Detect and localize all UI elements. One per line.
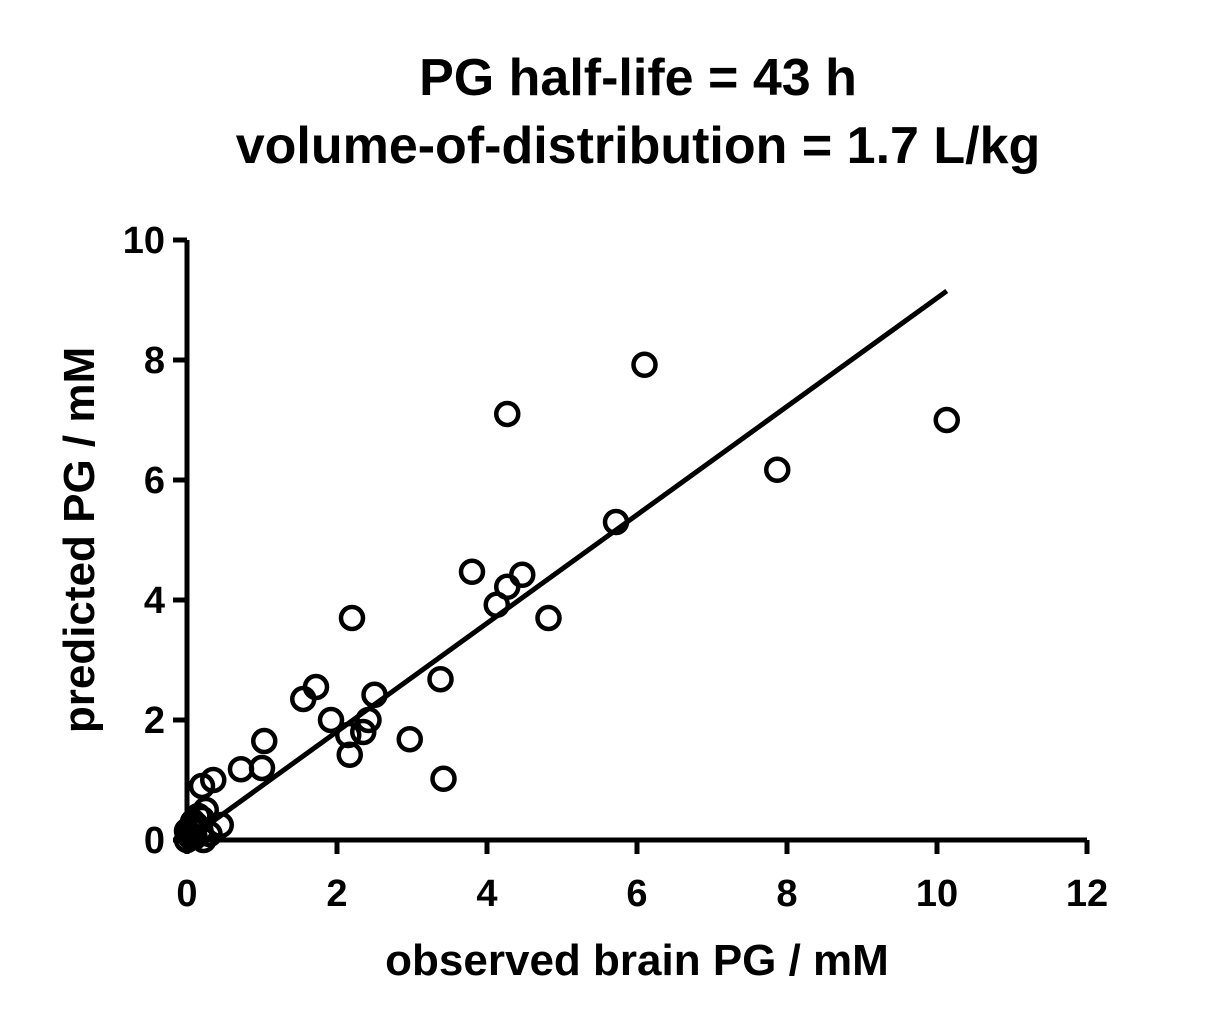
data-point bbox=[361, 681, 388, 709]
data-point bbox=[494, 573, 521, 601]
data-point bbox=[355, 706, 382, 734]
data-point bbox=[200, 766, 227, 794]
y-tick-label: 4 bbox=[144, 580, 165, 622]
data-point bbox=[317, 706, 345, 734]
x-tick-label: 12 bbox=[1066, 873, 1108, 915]
chart-title-line-2: volume-of-distribution = 1.7 L/kg bbox=[235, 117, 1041, 175]
x-tick-label: 2 bbox=[326, 873, 347, 915]
data-point bbox=[173, 817, 201, 845]
fit-line-group bbox=[185, 288, 949, 843]
data-point bbox=[207, 811, 234, 839]
y-tick-label: 0 bbox=[144, 820, 165, 862]
data-point bbox=[396, 725, 423, 753]
data-point bbox=[248, 754, 276, 782]
data-point bbox=[350, 718, 377, 746]
y-axis-label: predicted PG / mM bbox=[55, 347, 104, 733]
data-point bbox=[192, 796, 219, 824]
data-point bbox=[227, 755, 255, 783]
x-tick-label: 6 bbox=[626, 873, 647, 915]
data-point bbox=[631, 351, 658, 379]
data-point bbox=[458, 558, 486, 586]
fit-line bbox=[185, 288, 949, 843]
data-point bbox=[764, 456, 791, 484]
y-tick-label: 10 bbox=[123, 220, 165, 262]
y-tick-label: 2 bbox=[144, 700, 165, 742]
x-axis-label: observed brain PG / mM bbox=[385, 936, 889, 985]
data-point bbox=[302, 673, 330, 701]
data-point bbox=[251, 727, 278, 755]
x-tick-label: 8 bbox=[776, 873, 797, 915]
data-point bbox=[338, 604, 366, 632]
data-point bbox=[494, 400, 521, 428]
data-point bbox=[535, 604, 562, 632]
data-point bbox=[430, 765, 457, 793]
chart-title-line-1: PG half-life = 43 h bbox=[419, 49, 857, 107]
data-point bbox=[427, 665, 454, 693]
x-tick-label: 10 bbox=[916, 873, 958, 915]
data-point bbox=[509, 561, 536, 589]
x-tick-label: 0 bbox=[176, 873, 197, 915]
axes: 0 2 4 6 8 10 12 0 2 4 6 8 10 bbox=[123, 220, 1108, 915]
y-tick-label: 8 bbox=[144, 340, 165, 382]
y-tick-label: 6 bbox=[144, 460, 165, 502]
data-point bbox=[602, 508, 630, 536]
data-point bbox=[336, 741, 363, 769]
data-points bbox=[173, 351, 960, 854]
x-tick-label: 4 bbox=[476, 873, 497, 915]
data-point bbox=[933, 406, 960, 434]
